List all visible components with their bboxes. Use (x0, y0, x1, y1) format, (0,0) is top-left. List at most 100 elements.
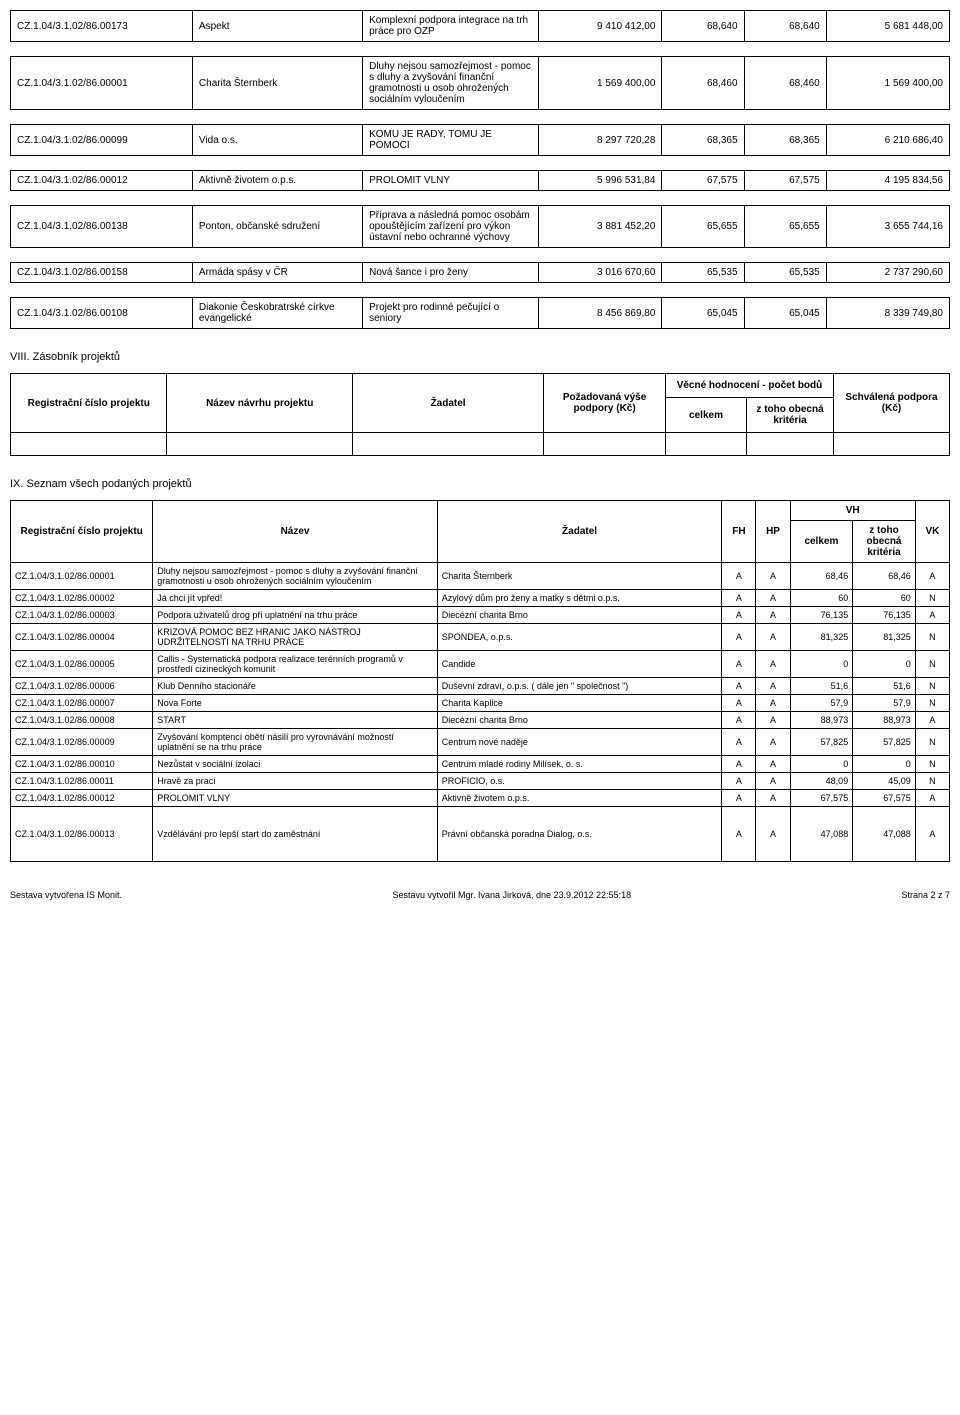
th-nazev: Název návrhu projektu (167, 374, 352, 433)
project-score1: 68,460 (662, 57, 744, 110)
table-row: CZ.1.04/3.1.02/86.00005 Callis - Systema… (11, 651, 950, 678)
row-vk: A (915, 712, 949, 729)
project-amount: 5 996 531,84 (539, 171, 662, 191)
row-hp: A (756, 624, 790, 651)
th-pozad: Požadovaná výše podpory (Kč) (544, 374, 666, 433)
project-amount2: 4 195 834,56 (826, 171, 949, 191)
project-score1: 68,640 (662, 11, 744, 42)
project-desc: Komplexní podpora integrace na trh práce… (363, 11, 539, 42)
all-projects-table: Registrační číslo projektu Název Žadatel… (10, 500, 950, 862)
row-zadatel: Aktivně životem o.p.s. (437, 790, 722, 807)
row-ztoho: 57,9 (853, 695, 916, 712)
project-score2: 68,365 (744, 125, 826, 156)
row-zadatel: Diecézní charita Brno (437, 607, 722, 624)
row-ztoho: 81,325 (853, 624, 916, 651)
row-zadatel: SPONDEA, o.p.s. (437, 624, 722, 651)
row-fh: A (722, 678, 756, 695)
project-id: CZ.1.04/3.1.02/86.00108 (11, 298, 193, 329)
table-row: CZ.1.04/3.1.02/86.00010 Nezůstat v sociá… (11, 756, 950, 773)
projects-summary-table-container: CZ.1.04/3.1.02/86.00173 Aspekt Komplexní… (10, 10, 950, 329)
row-celkem: 0 (790, 756, 853, 773)
th3-vk: VK (915, 501, 949, 563)
row-celkem: 60 (790, 590, 853, 607)
project-score2: 67,575 (744, 171, 826, 191)
reservoir-table: Registrační číslo projektu Název návrhu … (10, 373, 950, 456)
project-score2: 65,655 (744, 206, 826, 248)
row-name: Vzdělávání pro lepší start do zaměstnání (153, 807, 438, 862)
project-amount2: 2 737 290,60 (826, 263, 949, 283)
row-celkem: 76,135 (790, 607, 853, 624)
table-row: CZ.1.04/3.1.02/86.00009 Zvyšování kompte… (11, 729, 950, 756)
row-ztoho: 47,088 (853, 807, 916, 862)
project-amount: 3 016 670,60 (539, 263, 662, 283)
th3-vh: VH (790, 501, 915, 521)
row-hp: A (756, 607, 790, 624)
row-id: CZ.1.04/3.1.02/86.00011 (11, 773, 153, 790)
table-row: CZ.1.04/3.1.02/86.00099 Vida o.s. KOMU J… (11, 125, 950, 156)
row-fh: A (722, 756, 756, 773)
row-vk: A (915, 807, 949, 862)
footer-left: Sestava vytvořena IS Monit. (10, 890, 122, 900)
row-id: CZ.1.04/3.1.02/86.00008 (11, 712, 153, 729)
row-zadatel: Právní občanská poradna Dialog, o.s. (437, 807, 722, 862)
project-summary-row: CZ.1.04/3.1.02/86.00138 Ponton, občanské… (10, 205, 950, 248)
row-fh: A (722, 563, 756, 590)
row-vk: N (915, 756, 949, 773)
row-ztoho: 0 (853, 651, 916, 678)
project-amount2: 3 655 744,16 (826, 206, 949, 248)
row-ztoho: 76,135 (853, 607, 916, 624)
table-row: CZ.1.04/3.1.02/86.00003 Podpora uživatel… (11, 607, 950, 624)
row-id: CZ.1.04/3.1.02/86.00007 (11, 695, 153, 712)
th3-nazev: Název (153, 501, 438, 563)
th3-fh: FH (722, 501, 756, 563)
th3-celkem: celkem (790, 521, 853, 563)
row-vk: N (915, 651, 949, 678)
row-id: CZ.1.04/3.1.02/86.00003 (11, 607, 153, 624)
row-id: CZ.1.04/3.1.02/86.00002 (11, 590, 153, 607)
row-id: CZ.1.04/3.1.02/86.00001 (11, 563, 153, 590)
row-id: CZ.1.04/3.1.02/86.00012 (11, 790, 153, 807)
row-hp: A (756, 756, 790, 773)
row-name: Klub Denního stacionáře (153, 678, 438, 695)
row-id: CZ.1.04/3.1.02/86.00005 (11, 651, 153, 678)
table-row: CZ.1.04/3.1.02/86.00173 Aspekt Komplexní… (11, 11, 950, 42)
footer-right: Strana 2 z 7 (901, 890, 950, 900)
project-amount: 8 456 869,80 (539, 298, 662, 329)
row-celkem: 47,088 (790, 807, 853, 862)
project-amount2: 5 681 448,00 (826, 11, 949, 42)
row-zadatel: Charita Šternberk (437, 563, 722, 590)
row-vk: N (915, 773, 949, 790)
row-hp: A (756, 729, 790, 756)
row-vk: N (915, 729, 949, 756)
row-zadatel: Duševní zdraví, o.p.s. ( dále jen " spol… (437, 678, 722, 695)
project-score1: 65,045 (662, 298, 744, 329)
row-id: CZ.1.04/3.1.02/86.00004 (11, 624, 153, 651)
row-fh: A (722, 773, 756, 790)
table-row: CZ.1.04/3.1.02/86.00012 Aktivně životem … (11, 171, 950, 191)
row-fh: A (722, 695, 756, 712)
project-score2: 68,460 (744, 57, 826, 110)
row-name: Nezůstat v sociální izolaci (153, 756, 438, 773)
row-id: CZ.1.04/3.1.02/86.00010 (11, 756, 153, 773)
table-row: CZ.1.04/3.1.02/86.00108 Diakonie Českobr… (11, 298, 950, 329)
project-score2: 65,535 (744, 263, 826, 283)
th-ztoho: z toho obecná kritéria (747, 398, 834, 433)
row-fh: A (722, 590, 756, 607)
project-id: CZ.1.04/3.1.02/86.00099 (11, 125, 193, 156)
footer-center: Sestavu vytvořil Mgr. Ivana Jirková, dne… (392, 890, 631, 900)
table-row: CZ.1.04/3.1.02/86.00012 PROLOMIT VLNY Ak… (11, 790, 950, 807)
project-subject: Armáda spásy v ČR (192, 263, 362, 283)
row-zadatel: Charita Kaplice (437, 695, 722, 712)
row-name: Nova Forte (153, 695, 438, 712)
row-name: Podpora uživatelů drog při uplatnění na … (153, 607, 438, 624)
project-summary-row: CZ.1.04/3.1.02/86.00001 Charita Šternber… (10, 56, 950, 110)
th3-reg: Registrační číslo projektu (11, 501, 153, 563)
project-desc: Nová šance i pro ženy (363, 263, 539, 283)
row-name: Callis - Systematická podpora realizace … (153, 651, 438, 678)
row-celkem: 48,09 (790, 773, 853, 790)
row-fh: A (722, 712, 756, 729)
project-desc: Projekt pro rodinné pečující o seniory (363, 298, 539, 329)
project-score2: 68,640 (744, 11, 826, 42)
table-row: CZ.1.04/3.1.02/86.00138 Ponton, občanské… (11, 206, 950, 248)
th3-zadatel: Žadatel (437, 501, 722, 563)
